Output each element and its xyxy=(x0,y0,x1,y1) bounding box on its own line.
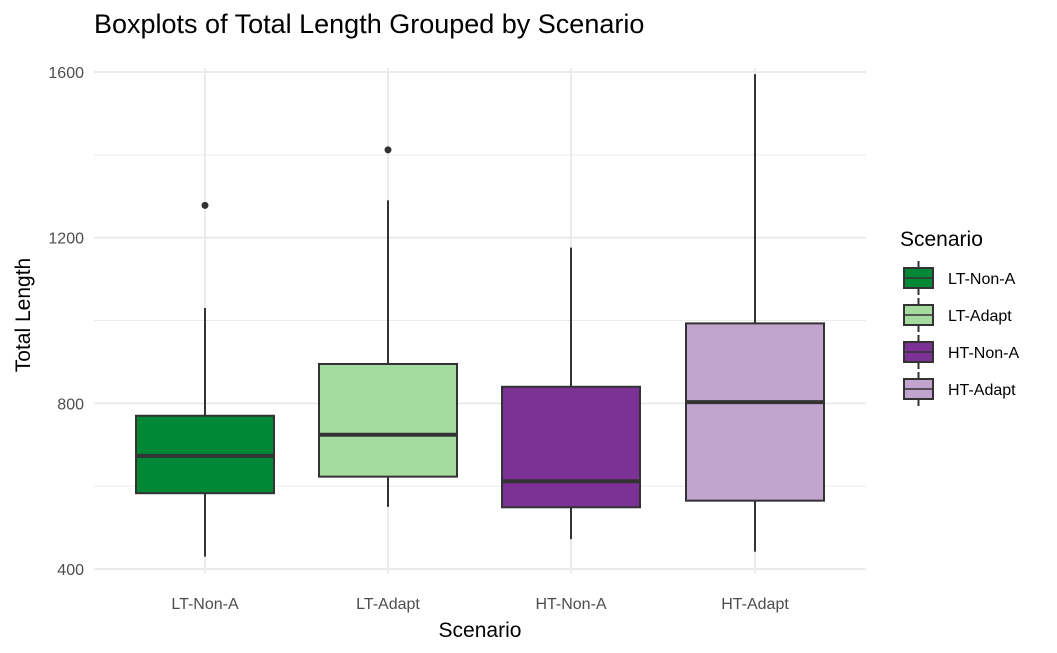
box-LT-Non-A xyxy=(135,201,275,557)
legend-title: Scenario xyxy=(900,228,983,251)
box-iqr xyxy=(685,322,825,502)
outlier-point xyxy=(201,201,209,209)
legend-item: LT-Non-A xyxy=(903,261,1016,295)
legend-item: LT-Adapt xyxy=(903,298,1012,332)
box-iqr xyxy=(501,385,641,509)
x-axis-title: Scenario xyxy=(439,619,522,642)
y-tick-label: 1600 xyxy=(48,65,84,82)
y-tick-label: 1200 xyxy=(48,231,84,248)
y-tick-label: 400 xyxy=(57,562,84,579)
y-axis-title: Total Length xyxy=(12,258,35,372)
outlier-point xyxy=(384,146,392,154)
legend-label: HT-Adapt xyxy=(948,382,1016,399)
legend-item: HT-Non-A xyxy=(903,335,1019,369)
y-tick-labels: 400 800 1200 1600 xyxy=(48,65,84,579)
legend-label: HT-Non-A xyxy=(948,345,1019,362)
x-tick-label: LT-Adapt xyxy=(356,596,420,613)
x-tick-label: HT-Adapt xyxy=(721,596,789,613)
box-LT-Adapt xyxy=(318,146,458,507)
x-tick-labels: LT-Non-A LT-Adapt HT-Non-A HT-Adapt xyxy=(171,596,789,613)
box-HT-Non-A xyxy=(501,247,641,540)
legend-label: LT-Non-A xyxy=(948,271,1016,288)
y-tick-label: 800 xyxy=(57,396,84,413)
boxes xyxy=(135,74,825,557)
legend-item: HT-Adapt xyxy=(903,372,1016,406)
chart-title: Boxplots of Total Length Grouped by Scen… xyxy=(94,9,644,39)
box-HT-Adapt xyxy=(685,74,825,552)
x-tick-label: LT-Non-A xyxy=(171,596,239,613)
legend-label: LT-Adapt xyxy=(948,308,1012,325)
legend: Scenario LT-Non-A LT-Adapt HT-Non-A HT-Adap… xyxy=(900,228,1019,406)
x-tick-label: HT-Non-A xyxy=(535,596,606,613)
box-iqr xyxy=(318,362,458,478)
